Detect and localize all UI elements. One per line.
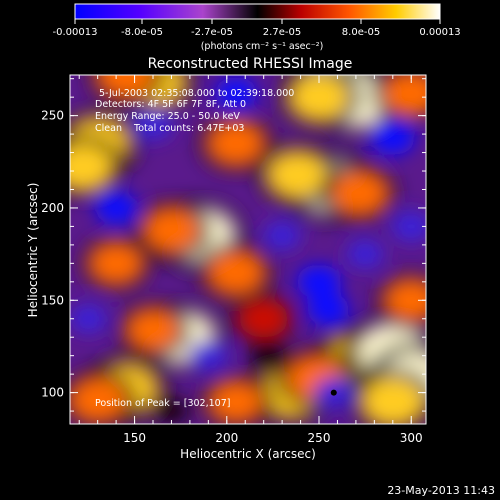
colorbar-tick-label: -0.00013 (53, 27, 98, 38)
x-tick-label: 150 (123, 431, 146, 445)
colorbar-units: (photons cm⁻² s⁻¹ asec⁻²) (201, 41, 324, 52)
x-tick-label: 300 (400, 431, 423, 445)
emission-blob (385, 280, 426, 321)
timestamp: 23-May-2013 11:43 (387, 484, 495, 497)
x-tick-label: 250 (308, 431, 331, 445)
emission-blob (289, 75, 349, 120)
emission-blob (97, 75, 153, 97)
y-tick-label: 250 (41, 109, 64, 123)
emission-blob (70, 144, 113, 190)
colorbar: -0.00013 -8.0e-05 -2.7e-05 2.7e-05 8.0e-05 0.… (53, 3, 461, 52)
colorbar-tick-label: -8.0e-05 (121, 27, 163, 38)
emission-blob (362, 378, 424, 424)
emission-blob (90, 243, 143, 284)
emission-blob (143, 208, 200, 252)
emission-blob (307, 293, 350, 326)
emission-blob (346, 239, 384, 269)
emission-blob (249, 342, 286, 370)
colorbar-tick-label: 0.00013 (419, 27, 460, 38)
image-area (70, 75, 426, 424)
annot-detectors: Detectors: 4F 5F 6F 7F 8F, Att 0 (95, 99, 246, 110)
y-axis-label: Heliocentric Y (arcsec) (26, 183, 40, 318)
colorbar-tick-label: 8.0e-05 (342, 27, 380, 38)
emission-blob (332, 171, 388, 215)
emission-blob (188, 340, 229, 372)
x-axis-label: Heliocentric X (arcsec) (180, 447, 316, 461)
peak-marker (330, 389, 337, 396)
annot-time: 5-Jul-2003 02:35:08.000 to 02:39:18.000 (99, 88, 294, 99)
emission-blob (208, 251, 264, 294)
emission-blob (214, 77, 258, 110)
emission-blob (132, 109, 174, 141)
emission-blob (296, 264, 342, 300)
emission-blob (267, 152, 327, 198)
y-tick-label: 150 (41, 293, 64, 307)
annot-energy: Energy Range: 25.0 - 50.0 keV (95, 111, 240, 122)
emission-blob (208, 122, 264, 165)
emission-blob (263, 221, 301, 251)
emission-blob (70, 378, 126, 422)
colorbar-tick-label: 2.7e-05 (263, 27, 301, 38)
annotations: 5-Jul-2003 02:35:08.000 to 02:39:18.000 … (95, 88, 294, 409)
emission-blob (391, 211, 426, 242)
annot-counts: Clean Total counts: 6.47E+03 (95, 123, 244, 134)
annot-peak: Position of Peak = [302,107] (95, 398, 230, 409)
colorbar-gradient (74, 3, 441, 20)
emission-blob (127, 309, 180, 350)
emission-blob (239, 299, 289, 338)
plot-frame (69, 74, 427, 425)
y-tick-label: 100 (41, 386, 64, 400)
plot-title: Reconstructed RHESSI Image (148, 56, 353, 72)
emission-blob (153, 397, 190, 424)
x-tick-label: 200 (215, 431, 238, 445)
emission-blob (70, 304, 108, 334)
emission-blob (383, 75, 426, 115)
emission-blob (94, 191, 138, 225)
emission-blob (370, 120, 416, 155)
emission-blob (210, 381, 263, 422)
colorbar-tick-label: -2.7e-05 (191, 27, 233, 38)
y-tick-label: 200 (41, 201, 64, 215)
